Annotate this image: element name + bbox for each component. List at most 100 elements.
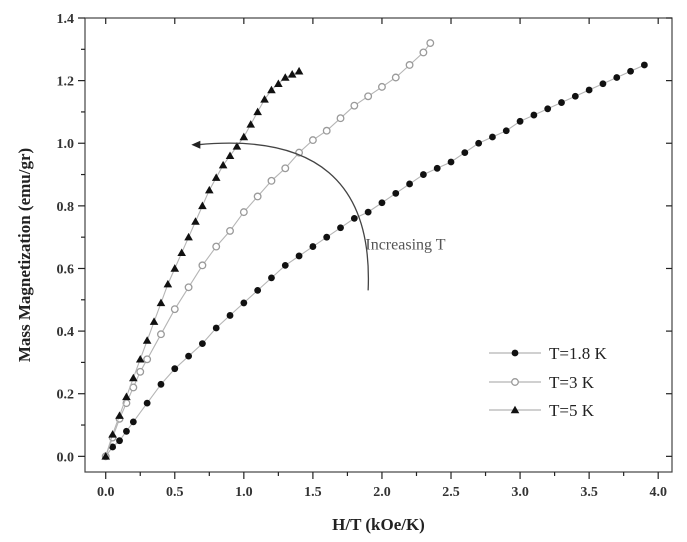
data-point: [337, 224, 344, 232]
data-point: [405, 61, 414, 69]
annotation-layer: Increasing T: [191, 140, 446, 291]
y-tick-label: 0.0: [57, 450, 75, 465]
data-point: [309, 243, 317, 250]
data-point: [240, 299, 248, 307]
data-point: [143, 355, 152, 364]
data-point: [218, 160, 228, 169]
data-point: [142, 336, 152, 344]
data-point: [585, 86, 593, 94]
data-point: [115, 411, 124, 419]
y-axis: 0.0 0.2 0.4 0.6 0.8 1.0 1.2 1.4: [57, 12, 672, 465]
data-point: [640, 61, 648, 69]
x-axis: 0.0 0.5 1.0 1.5 2.0 2.5 3.0 3.5 4.0: [97, 18, 667, 500]
legend-marker: [511, 349, 519, 357]
arrowhead-icon: [191, 140, 201, 149]
data-point: [475, 139, 483, 147]
data-point: [232, 142, 242, 150]
x-tick-label: 3.0: [511, 485, 529, 500]
plot-border: [84, 17, 673, 473]
data-point: [364, 208, 372, 216]
data-point: [184, 232, 193, 241]
data-point: [129, 418, 137, 426]
y-tick-label: 0.8: [57, 200, 75, 215]
data-point: [198, 261, 207, 270]
data-point: [205, 185, 214, 194]
data-point: [378, 199, 386, 207]
data-point: [116, 437, 123, 445]
data-point: [239, 132, 249, 141]
y-tick-label: 0.2: [57, 388, 75, 403]
data-point: [253, 107, 262, 116]
data-point: [426, 39, 435, 47]
data-point: [211, 173, 221, 181]
data-point: [212, 242, 221, 251]
series-line: [105, 42, 431, 457]
data-point: [135, 354, 145, 363]
legend-item: T=3 K: [489, 373, 595, 392]
series-line: [105, 64, 645, 457]
data-point: [170, 305, 179, 314]
data-point: [544, 105, 552, 113]
x-tick-label: 1.5: [304, 485, 322, 500]
data-point: [516, 117, 524, 125]
data-point: [392, 189, 400, 197]
legend-label: T=5 K: [549, 401, 595, 420]
data-point: [558, 99, 565, 106]
legend-label: T=3 K: [549, 373, 595, 392]
data-point: [129, 373, 138, 382]
data-point: [461, 149, 469, 157]
data-point: [226, 226, 234, 235]
data-point: [143, 399, 151, 407]
data-point: [253, 192, 262, 201]
data-point: [419, 171, 427, 178]
data-point: [185, 352, 192, 360]
data-point: [274, 79, 283, 87]
data-point: [571, 92, 579, 100]
data-point: [447, 158, 455, 166]
data-point: [149, 317, 159, 325]
data-point: [599, 80, 607, 88]
y-tick-label: 0.6: [57, 262, 75, 277]
data-point: [171, 365, 179, 373]
data-point: [170, 264, 180, 272]
x-tick-label: 0.0: [97, 485, 115, 500]
data-point: [323, 233, 331, 241]
data-point: [246, 120, 256, 128]
series-T=3 K: [101, 39, 435, 461]
data-point: [268, 274, 275, 282]
data-point: [281, 261, 289, 269]
data-point: [108, 430, 117, 438]
data-point: [308, 136, 317, 145]
x-tick-label: 1.0: [235, 485, 253, 500]
data-point: [109, 443, 117, 451]
data-point: [191, 217, 200, 225]
series-T=5 K: [101, 66, 304, 460]
data-point: [198, 201, 207, 210]
data-point: [123, 427, 130, 435]
legend-item: T=5 K: [489, 401, 595, 420]
y-tick-label: 1.2: [57, 75, 75, 90]
data-point: [199, 340, 206, 348]
increasing-t-arc: [197, 142, 369, 291]
data-point: [184, 283, 193, 292]
data-point: [391, 73, 400, 82]
data-point: [136, 367, 145, 376]
data-point: [433, 164, 441, 172]
x-tick-label: 2.0: [373, 485, 391, 500]
series-T=1.8 K: [102, 61, 648, 460]
legend: T=1.8 K T=3 K T=5 K: [489, 344, 607, 420]
data-point: [225, 151, 235, 159]
data-point: [163, 279, 173, 288]
data-point: [177, 248, 186, 257]
data-point: [613, 74, 621, 81]
data-point: [419, 48, 428, 57]
data-point: [502, 127, 510, 135]
x-tick-label: 3.5: [580, 485, 598, 500]
series-layer: [101, 39, 648, 461]
data-point: [254, 287, 262, 294]
data-point: [226, 312, 234, 319]
annotation-increasing-t: Increasing T: [365, 237, 445, 254]
data-point: [280, 73, 290, 81]
data-point: [364, 92, 373, 101]
